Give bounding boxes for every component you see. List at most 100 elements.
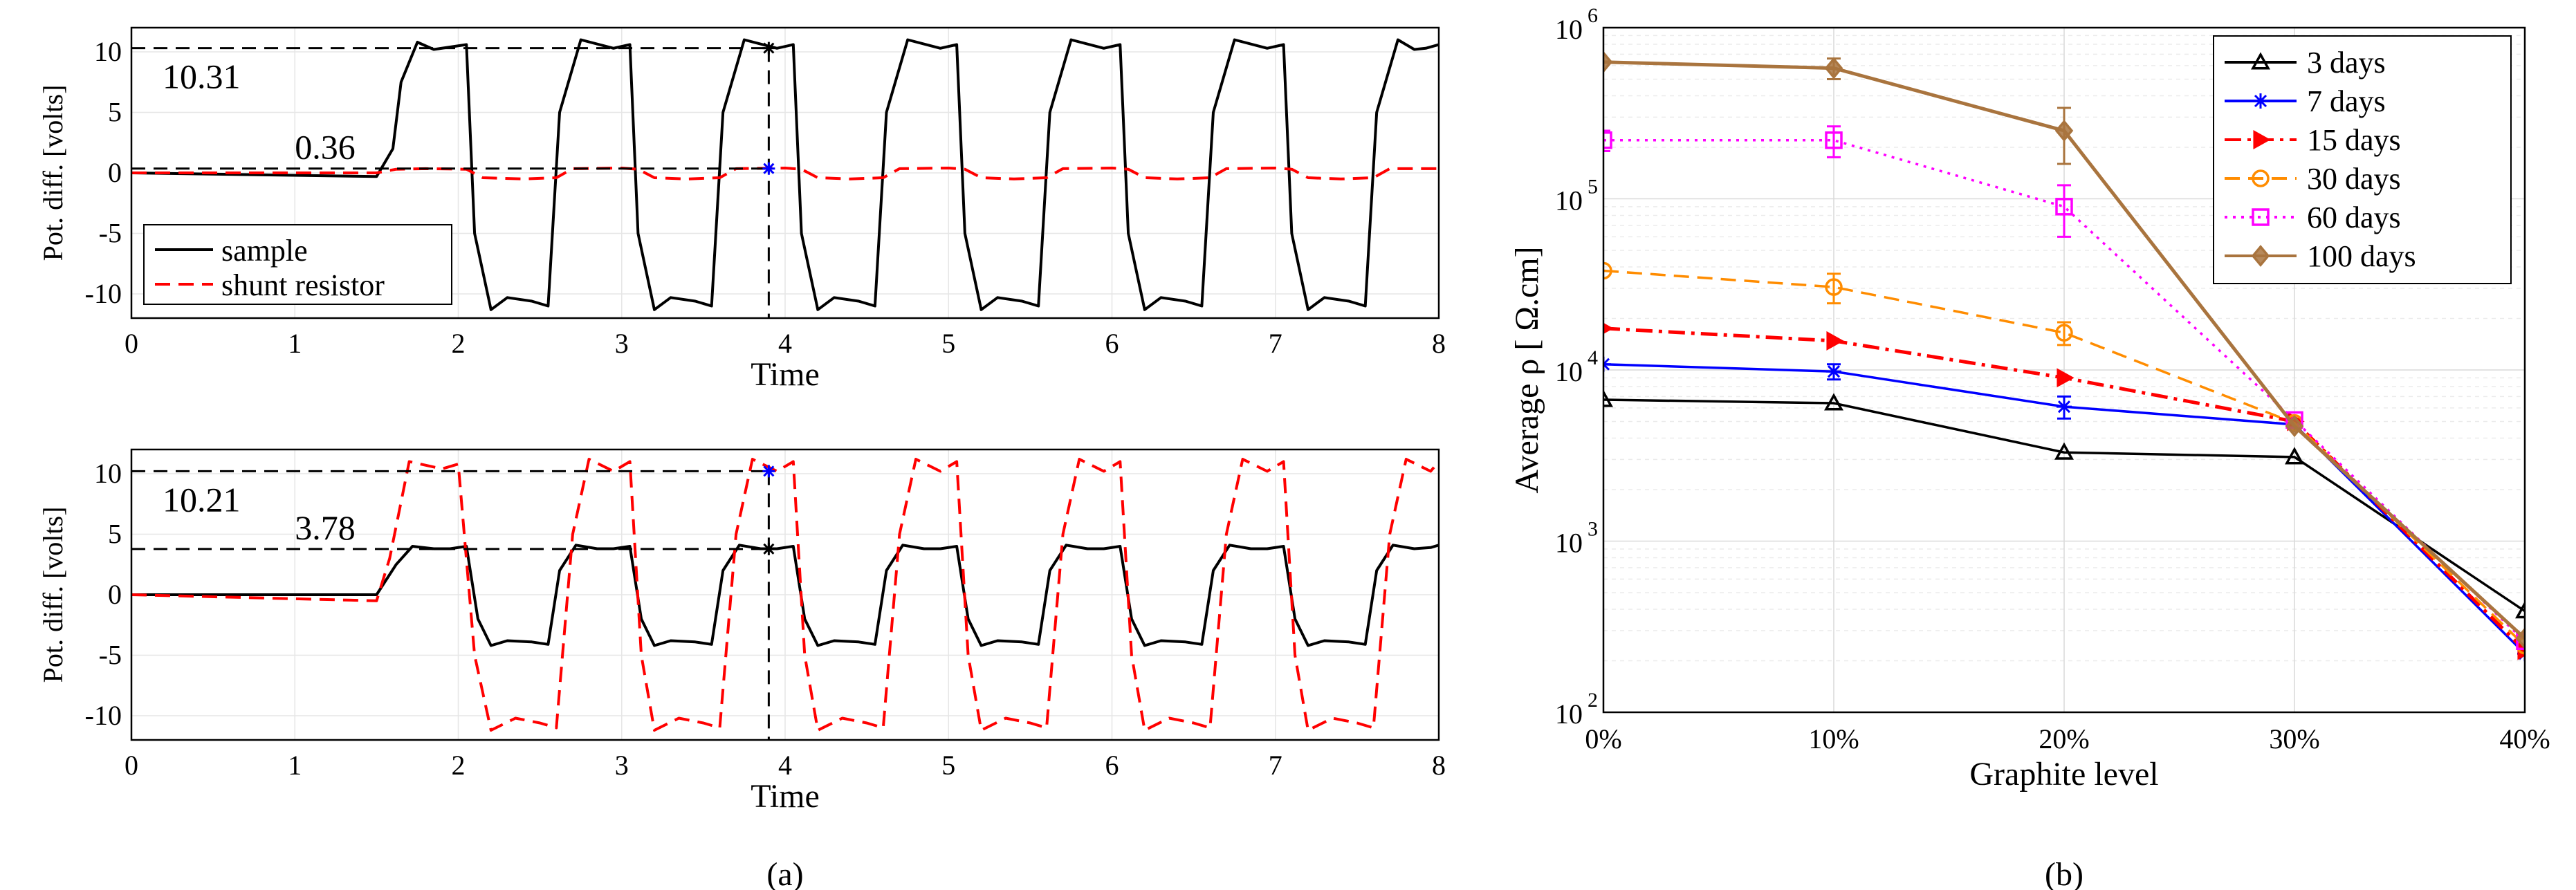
caption-b: (b) xyxy=(2045,856,2083,890)
data-point xyxy=(2285,447,2304,465)
legend-label: 60 days xyxy=(2307,201,2401,234)
cursor-marker xyxy=(762,41,775,55)
plot-area xyxy=(1603,50,2525,662)
x-tick-label: 30% xyxy=(2269,723,2319,754)
legend-marker xyxy=(2251,52,2270,70)
axes-frame xyxy=(1602,26,2526,714)
x-axis-label: Graphite level xyxy=(1969,756,2158,792)
y-tick-label: 5 xyxy=(108,519,122,550)
legend-label: 7 days xyxy=(2307,84,2386,118)
legend-label: 3 days xyxy=(2307,46,2386,80)
data-point xyxy=(2057,368,2074,388)
y-tick-label: 10 xyxy=(1555,528,1583,559)
data-point xyxy=(2515,601,2525,619)
legend-box xyxy=(2213,35,2512,284)
annotation-label: 10.21 xyxy=(163,480,241,519)
y-tick-exponent: 5 xyxy=(1588,176,1598,198)
cursor-marker xyxy=(762,542,775,555)
annotation-label: 0.36 xyxy=(295,128,356,167)
plot-area xyxy=(131,458,1439,732)
legend-label: 15 days xyxy=(2307,123,2401,157)
axes-frame xyxy=(130,26,1440,319)
y-tick-label: 10 xyxy=(94,458,122,489)
legend-box xyxy=(143,224,452,305)
legend-marker xyxy=(2252,208,2270,226)
data-point xyxy=(2054,120,2074,142)
legend-marker xyxy=(2253,130,2271,149)
x-tick-label: 10% xyxy=(1808,723,1859,754)
series-line-shunt-resistor xyxy=(131,167,1439,180)
y-tick-label: 0 xyxy=(108,157,122,188)
x-tick-label: 1 xyxy=(288,750,302,781)
cursor-marker xyxy=(762,162,775,175)
x-tick-label: 4 xyxy=(778,328,792,359)
x-tick-label: 20% xyxy=(2039,723,2089,754)
y-tick-exponent: 3 xyxy=(1588,518,1598,541)
plot-area xyxy=(131,38,1439,311)
data-point xyxy=(1603,389,1613,407)
data-point xyxy=(1824,57,1843,80)
y-tick-label: 10 xyxy=(1555,698,1583,730)
legend-label: shunt resistor xyxy=(221,268,385,302)
x-tick-label: 2 xyxy=(452,328,466,359)
y-tick-label: 10 xyxy=(1555,356,1583,387)
data-point xyxy=(2516,632,2525,651)
series-line-3-days xyxy=(1603,398,2525,613)
y-tick-label: 10 xyxy=(1555,185,1583,216)
x-tick-label: 0 xyxy=(125,750,138,781)
y-tick-label: 5 xyxy=(108,97,122,128)
data-point xyxy=(2055,198,2073,216)
x-tick-label: 40% xyxy=(2499,723,2550,754)
data-point xyxy=(2054,442,2074,460)
y-axis-label: Pot. diff. [volts] xyxy=(37,85,68,261)
x-tick-label: 8 xyxy=(1432,750,1446,781)
legend-label: 30 days xyxy=(2307,162,2401,196)
data-point xyxy=(2055,324,2073,342)
data-point xyxy=(2285,415,2304,438)
cursor-marker xyxy=(762,465,775,478)
y-axis-label: Average ρ [ Ω.cm] xyxy=(1509,246,1545,493)
bottom-panel: 0 1 2 3 4 5 6 7 8 10 5 0 -5 -10 10.21 3.78 Time Pot. diff… xyxy=(37,448,1446,815)
x-tick-label: 1 xyxy=(288,328,302,359)
data-point xyxy=(1826,331,1844,351)
y-tick-exponent: 2 xyxy=(1588,689,1598,712)
series-line-30-days xyxy=(1603,269,2525,647)
y-tick-label: -10 xyxy=(85,278,122,309)
data-point xyxy=(1603,50,1613,73)
x-tick-label: 3 xyxy=(615,750,629,781)
legend-label: sample xyxy=(221,234,308,268)
data-point xyxy=(1826,364,1841,380)
error-bar xyxy=(2057,184,2071,238)
annotation-label: 10.31 xyxy=(163,57,241,96)
x-tick-label: 2 xyxy=(452,750,466,781)
y-tick-label: -5 xyxy=(99,640,122,671)
annotation-label: 3.78 xyxy=(295,508,356,547)
data-point xyxy=(2515,627,2525,650)
series-line-sample xyxy=(131,544,1439,647)
legend-marker xyxy=(2253,93,2268,109)
y-tick-label: 0 xyxy=(108,579,122,610)
data-point xyxy=(1824,393,1843,411)
legend-label: 100 days xyxy=(2307,239,2416,273)
series-line-shunt-resistor xyxy=(131,458,1439,732)
y-tick-exponent: 6 xyxy=(1588,4,1598,27)
x-axis-label: Time xyxy=(751,356,820,393)
x-tick-label: 3 xyxy=(615,328,629,359)
top-panel: 0 1 2 3 4 5 6 7 8 10 5 0 -5 -10 10.31 0.36 Time Pot. diff… xyxy=(37,26,1446,393)
x-tick-label: 5 xyxy=(941,328,955,359)
x-tick-label: 4 xyxy=(778,750,792,781)
data-point xyxy=(1825,278,1843,296)
series-line-60-days xyxy=(1603,139,2525,642)
y-tick-label: -5 xyxy=(99,218,122,249)
y-tick-label: -10 xyxy=(85,700,122,731)
data-point xyxy=(1603,261,1612,280)
data-point xyxy=(1603,131,1612,149)
error-bar xyxy=(1603,129,1610,153)
x-axis-label: Time xyxy=(751,778,820,815)
y-tick-exponent: 4 xyxy=(1588,346,1598,369)
y-tick-label: 10 xyxy=(94,36,122,67)
x-tick-label: 6 xyxy=(1105,328,1119,359)
data-point xyxy=(2057,399,2072,415)
